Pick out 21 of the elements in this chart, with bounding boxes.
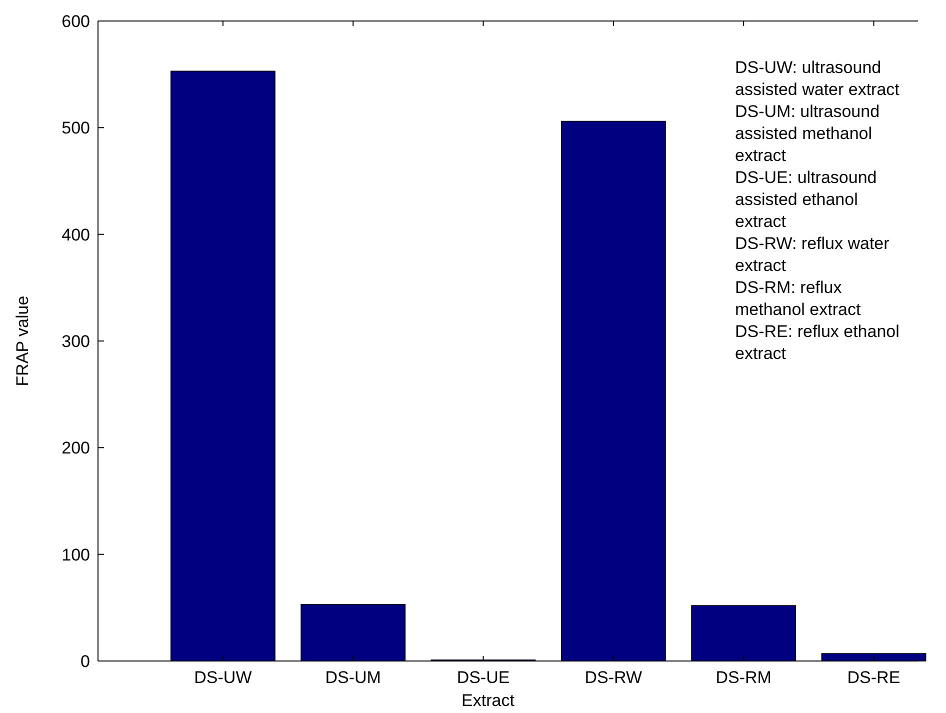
x-tick-label: DS-UW [194,668,252,687]
x-tick-label: DS-RE [847,668,900,687]
x-tick-label: DS-UE [456,668,510,687]
x-tick-label: DS-RW [584,668,642,687]
y-tick-label: 500 [62,118,90,138]
y-tick-label: 0 [80,652,90,671]
annotation: DS-UM: ultrasound assisted methanol extract [735,102,880,165]
annotation: DS-RW: reflux water extract [735,234,890,275]
y-tick-label: 200 [62,438,90,458]
annotation: DS-UW: ultrasound assisted water extract [735,58,900,99]
y-tick-label: 300 [62,332,90,351]
y-tick-label: 600 [62,12,90,31]
x-tick-label: DS-RM [716,668,772,687]
y-axis-title: FRAP value [13,296,32,386]
y-tick-label: 400 [62,225,90,244]
annotation: DS-RE: reflux ethanol extract [735,322,900,363]
y-tick-label: 100 [62,545,90,564]
x-axis-title: Extract [462,691,515,710]
x-tick-label: DS-UM [325,668,381,687]
annotation: DS-UE: ultrasound assisted ethanol extract [735,168,877,231]
annotation: DS-RM: reflux methanol extract [735,278,861,319]
